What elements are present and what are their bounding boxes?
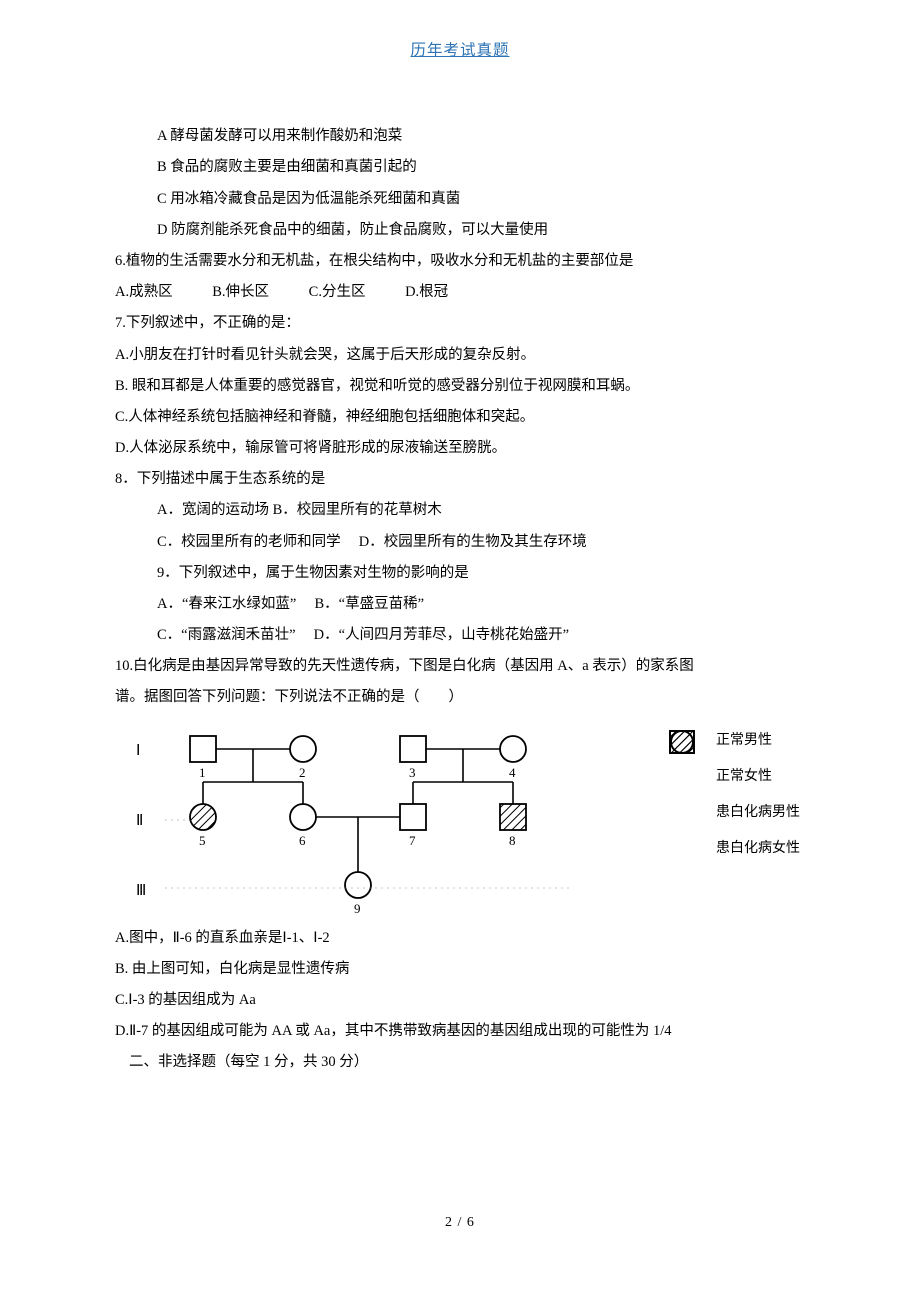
legend-label: 正常女性 <box>716 768 772 786</box>
q6-stem: 6.植物的生活需要水分和无机盐，在根尖结构中，吸收水分和无机盐的主要部位是 <box>115 246 805 277</box>
label-II5: 5 <box>199 833 206 848</box>
q7-option-d: D.人体泌尿系统中，输尿管可将肾脏形成的尿液输送至膀胱。 <box>115 433 805 464</box>
q6-option-b: B.伸长区 <box>212 284 269 300</box>
q7-option-c: C.人体神经系统包括脑神经和脊髓，神经细胞包括细胞体和突起。 <box>115 402 805 433</box>
q8-option-d: D．校园里所有的生物及其生存环境 <box>359 534 587 550</box>
circle-hatched-icon <box>668 838 702 862</box>
label-II8: 8 <box>509 833 516 848</box>
person-II7 <box>400 804 426 830</box>
legend-label: 患白化病男性 <box>716 804 800 822</box>
q10-stem-line2: 谱。据图回答下列问题：下列说法不正确的是（ ） <box>115 682 805 713</box>
person-III9 <box>345 872 371 898</box>
q10-option-b: B. 由上图可知，白化病是显性遗传病 <box>115 954 805 985</box>
square-hatched-icon <box>668 802 702 826</box>
q6-option-a: A.成熟区 <box>115 284 173 300</box>
q6-option-c: C.分生区 <box>309 284 366 300</box>
q10-option-c: C.Ⅰ-3 的基因组成为 Aa <box>115 985 805 1016</box>
q5-option-c: C 用冰箱冷藏食品是因为低温能杀死细菌和真菌 <box>115 184 805 215</box>
legend-label: 患白化病女性 <box>716 840 800 858</box>
q5-option-d: D 防腐剂能杀死食品中的细菌，防止食品腐败，可以大量使用 <box>115 215 805 246</box>
page-footer: 2 / 6 <box>115 1208 805 1238</box>
person-I3 <box>400 736 426 762</box>
q9-option-c: C．“雨露滋润禾苗壮” <box>157 627 296 643</box>
page: 历年考试真题 A 酵母菌发酵可以用来制作酸奶和泡菜 B 食品的腐败主要是由细菌和… <box>0 0 920 1299</box>
gen-label-2: Ⅱ <box>136 813 143 829</box>
person-II8 <box>500 804 526 830</box>
q7-option-b: B. 眼和耳都是人体重要的感觉器官，视觉和听觉的感受器分别位于视网膜和耳蜗。 <box>115 371 805 402</box>
label-I4: 4 <box>509 765 516 780</box>
q8-option-c: C．校园里所有的老师和同学 <box>157 534 341 550</box>
legend-label: 正常男性 <box>716 732 772 750</box>
label-I2: 2 <box>299 765 306 780</box>
circle-icon <box>668 766 702 790</box>
pedigree-legend: 正常男性 正常女性 患白化病男性 <box>668 730 800 874</box>
legend-affected-female: 患白化病女性 <box>668 838 800 862</box>
q9-row2: C．“雨露滋润禾苗壮” D．“人间四月芳菲尽，山寺桃花始盛开” <box>115 620 805 651</box>
gen-label-1: Ⅰ <box>136 743 140 759</box>
q10-stem-line1: 10.白化病是由基因异常导致的先天性遗传病，下图是白化病（基因用 A、a 表示）… <box>115 651 805 682</box>
q9-option-a: A．“春来江水绿如蓝” <box>157 596 296 612</box>
gen-label-3: Ⅲ <box>136 883 146 899</box>
legend-normal-female: 正常女性 <box>668 766 800 790</box>
q5-option-a: A 酵母菌发酵可以用来制作酸奶和泡菜 <box>115 121 805 152</box>
legend-affected-male: 患白化病男性 <box>668 802 800 826</box>
q10-option-d: D.Ⅱ-7 的基因组成可能为 AA 或 Aa，其中不携带致病基因的基因组成出现的… <box>115 1016 805 1047</box>
q8-row2: C．校园里所有的老师和同学 D．校园里所有的生物及其生存环境 <box>115 527 805 558</box>
pedigree-figure: Ⅰ Ⅱ Ⅲ 1 2 3 4 <box>110 722 800 917</box>
q5-option-b: B 食品的腐败主要是由细菌和真菌引起的 <box>115 152 805 183</box>
label-I3: 3 <box>409 765 416 780</box>
person-I4 <box>500 736 526 762</box>
pedigree-svg: Ⅰ Ⅱ Ⅲ 1 2 3 4 <box>110 722 630 917</box>
section-2-title: 二、非选择题（每空 1 分，共 30 分） <box>115 1047 805 1078</box>
q8-row1: A．宽阔的运动场 B．校园里所有的花草树木 <box>115 495 805 526</box>
q9-stem: 9．下列叙述中，属于生物因素对生物的影响的是 <box>115 558 805 589</box>
q6-options: A.成熟区 B.伸长区 C.分生区 D.根冠 <box>115 277 805 308</box>
q9-option-b: B．“草盛豆苗稀” <box>314 596 424 612</box>
q7-stem: 7.下列叙述中，不正确的是： <box>115 308 805 339</box>
person-II5 <box>190 804 216 830</box>
person-II6 <box>290 804 316 830</box>
q8-option-b: B．校园里所有的花草树木 <box>273 502 442 518</box>
q8-option-a: A．宽阔的运动场 <box>157 502 269 518</box>
q9-row1: A．“春来江水绿如蓝” B．“草盛豆苗稀” <box>115 589 805 620</box>
q9-option-d: D．“人间四月芳菲尽，山寺桃花始盛开” <box>314 627 569 643</box>
label-III9: 9 <box>354 901 361 916</box>
q7-option-a: A.小朋友在打针时看见针头就会哭，这属于后天形成的复杂反射。 <box>115 340 805 371</box>
q10-option-a: A.图中，Ⅱ-6 的直系血亲是Ⅰ-1、Ⅰ-2 <box>115 923 805 954</box>
q6-option-d: D.根冠 <box>405 284 448 300</box>
label-I1: 1 <box>199 765 206 780</box>
page-header: 历年考试真题 <box>115 34 805 67</box>
label-II6: 6 <box>299 833 306 848</box>
label-II7: 7 <box>409 833 416 848</box>
person-I1 <box>190 736 216 762</box>
q8-stem: 8．下列描述中属于生态系统的是 <box>115 464 805 495</box>
person-I2 <box>290 736 316 762</box>
